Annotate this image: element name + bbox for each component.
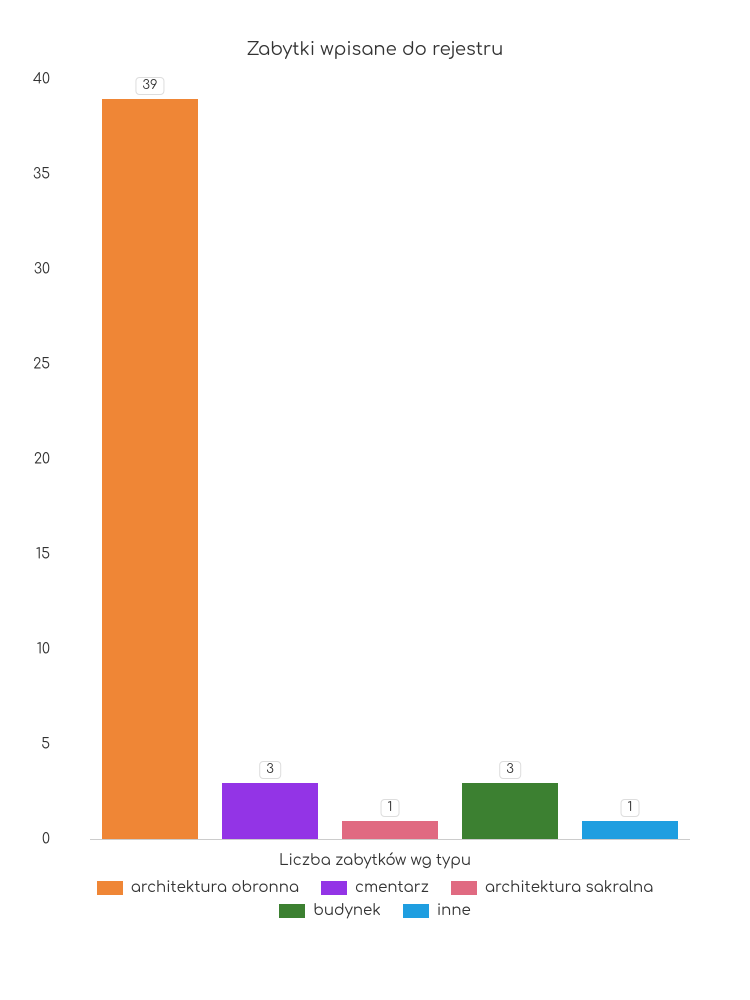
legend-swatch — [321, 881, 347, 895]
bar-value-label: 39 — [135, 77, 164, 95]
bar-value-label: 3 — [499, 761, 521, 779]
legend-item: architektura obronna — [97, 879, 299, 896]
x-baseline — [90, 839, 690, 840]
bar: 3 — [222, 783, 318, 840]
y-tick: 35 — [20, 168, 50, 183]
legend-item: budynek — [279, 902, 381, 919]
chart-container: Zabytki wpisane do rejestru 0 5 10 15 20 25 30… — [0, 0, 750, 1000]
legend-item: architektura sakralna — [451, 879, 653, 896]
x-axis-title: Liczba zabytków wg typu — [60, 852, 690, 869]
y-tick: 10 — [20, 643, 50, 658]
y-tick: 30 — [20, 263, 50, 278]
y-tick: 15 — [20, 548, 50, 563]
bar-value-label: 3 — [259, 761, 281, 779]
bar-value-label: 1 — [621, 799, 640, 817]
y-tick: 20 — [20, 453, 50, 468]
y-tick: 0 — [20, 833, 50, 848]
bar: 3 — [462, 783, 558, 840]
legend-label: architektura sakralna — [485, 879, 653, 896]
legend-item: cmentarz — [321, 879, 429, 896]
bar: 1 — [342, 821, 438, 840]
legend-label: cmentarz — [355, 879, 429, 896]
legend-label: inne — [437, 902, 471, 919]
legend-label: architektura obronna — [131, 879, 299, 896]
y-tick: 25 — [20, 358, 50, 373]
legend-swatch — [451, 881, 477, 895]
legend: architektura obronna cmentarz architektura… — [60, 879, 690, 919]
chart-title: Zabytki wpisane do rejestru — [60, 40, 690, 60]
bar: 1 — [582, 821, 678, 840]
y-tick: 40 — [20, 73, 50, 88]
legend-swatch — [403, 904, 429, 918]
legend-swatch — [279, 904, 305, 918]
plot-area: 0510152025303540 393131 — [90, 80, 690, 840]
bar-value-label: 1 — [381, 799, 400, 817]
legend-item: inne — [403, 902, 471, 919]
y-tick: 5 — [20, 738, 50, 753]
legend-swatch — [97, 881, 123, 895]
bar: 39 — [102, 99, 198, 840]
bars-layer: 39 3 1 3 1 — [90, 80, 690, 840]
legend-label: budynek — [313, 902, 381, 919]
